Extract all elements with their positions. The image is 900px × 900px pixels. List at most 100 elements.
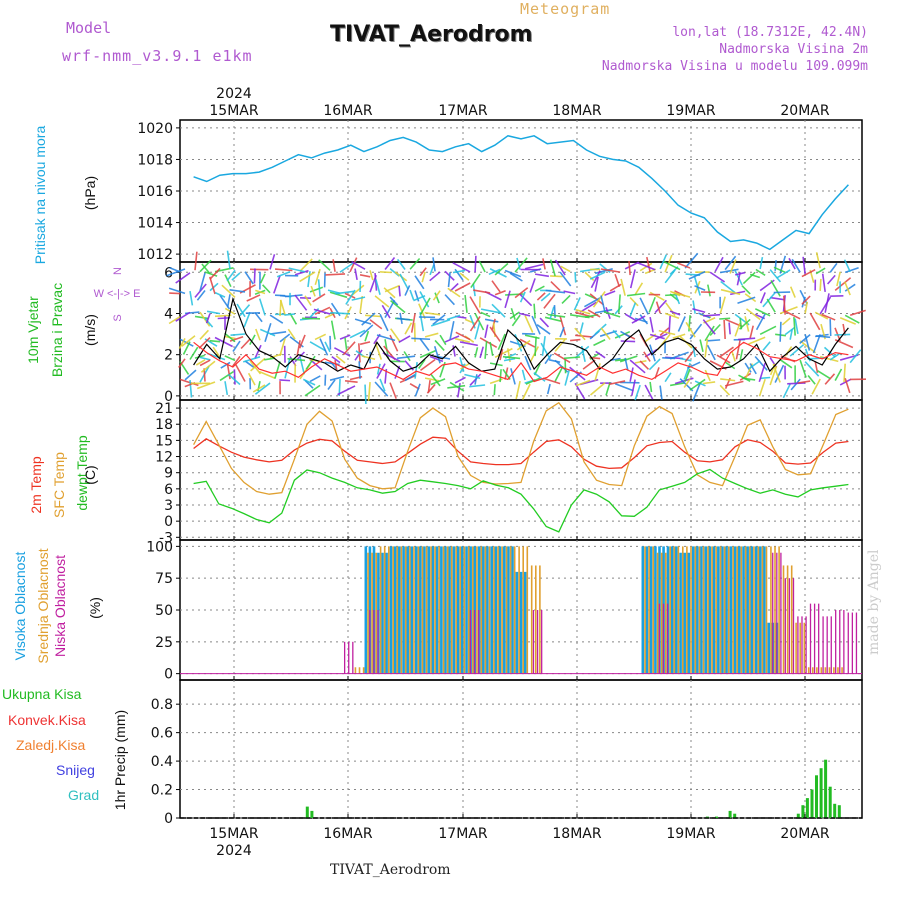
wind-arrow — [279, 299, 286, 315]
wind-arrow — [454, 282, 471, 292]
wind-arrow — [692, 300, 696, 314]
wind-arrow — [789, 329, 793, 340]
wind-arrow — [494, 289, 506, 296]
wind-arrow — [419, 267, 427, 277]
wind-arrow — [821, 313, 836, 321]
wind-arrow — [704, 369, 711, 382]
wind-arrow — [446, 314, 461, 321]
wind-arrow — [724, 255, 737, 271]
wind-arrow — [479, 337, 498, 348]
wind-arrow — [339, 334, 351, 340]
panel-frame — [179, 399, 863, 541]
wind-arrow — [359, 274, 371, 278]
wind-arrow — [663, 260, 681, 271]
wind-arrow — [518, 312, 531, 317]
wind-arrow — [209, 276, 216, 295]
wind-arrow — [279, 379, 291, 382]
wind-arrow — [389, 334, 399, 352]
wind-arrow — [807, 374, 816, 385]
wind-arrow — [335, 355, 346, 364]
wind-arrow — [419, 338, 430, 352]
wind-arrow — [836, 271, 841, 287]
wind-arrow — [759, 292, 766, 304]
temp-sfc-line — [193, 401, 849, 495]
y-tick-label: 0 — [164, 514, 173, 530]
wind-arrow — [444, 335, 460, 343]
wind-arrow — [473, 289, 491, 294]
wind-arrow — [758, 362, 766, 383]
wind-arrow — [359, 341, 371, 346]
y-tick-label: 9 — [164, 466, 173, 482]
wind-arrow — [447, 287, 461, 298]
footer-station: TIVAT_Aerodrom — [330, 862, 451, 878]
wind-arrow — [168, 287, 186, 295]
wind-arrow — [575, 308, 591, 315]
wind-arrow — [570, 338, 581, 342]
wind-arrow — [510, 368, 516, 385]
wind-arrow — [474, 312, 485, 331]
wind-arrow — [672, 333, 686, 339]
wind-arrow — [389, 382, 397, 399]
wind-arrow — [719, 317, 731, 320]
wind-arrows — [166, 250, 867, 405]
x-top-year: 2024 — [216, 86, 252, 102]
wind-arrow — [181, 335, 196, 347]
wind-arrow — [603, 311, 621, 318]
wind-arrow — [809, 312, 821, 331]
wind-arrow — [589, 382, 606, 396]
wind-arrow — [409, 289, 415, 301]
wind-arrow — [754, 355, 768, 371]
wind-arrow — [454, 337, 471, 343]
wind-arrow — [589, 271, 606, 280]
wind-arrow — [279, 338, 286, 357]
wind-arrow — [232, 340, 241, 352]
wind-arrow — [444, 294, 455, 306]
wind-arrow — [534, 336, 537, 357]
wind-arrow — [624, 261, 640, 270]
y-tick-label: 100 — [146, 539, 173, 555]
wind-arrow — [545, 289, 566, 294]
y-tick-label: 0.6 — [151, 726, 173, 742]
wind-arrow — [390, 299, 406, 314]
wind-arrow — [304, 384, 321, 397]
wind-arrow — [544, 353, 553, 365]
wind-arrow — [554, 259, 566, 276]
wind-arrow — [236, 303, 246, 318]
wind-arrow — [220, 361, 231, 369]
wind-arrow — [774, 364, 785, 383]
wind-arrow — [758, 378, 766, 397]
wind-arrow — [409, 257, 421, 270]
wind-arrow — [312, 293, 326, 303]
wind-arrow — [493, 384, 496, 396]
wind-arrow — [693, 276, 701, 296]
wind-arrow — [214, 314, 232, 318]
wind-arrow — [200, 360, 216, 373]
wind-arrow — [549, 259, 556, 277]
wind-arrow — [464, 294, 468, 313]
wind-arrow — [749, 325, 754, 339]
wind-arrow — [542, 377, 561, 385]
wind-arrow — [296, 340, 301, 357]
wind-speed-line — [193, 296, 849, 373]
wind-arrow — [844, 314, 860, 324]
wind-arrow — [799, 289, 808, 305]
elevation-label: Nadmorska Visina 2m — [719, 42, 868, 57]
wind-arrow — [549, 306, 555, 320]
wind-arrow — [491, 303, 506, 318]
wind-arrow — [244, 271, 254, 285]
wind-arrow — [699, 339, 704, 352]
wind-arrow — [454, 268, 464, 281]
wind-arrow — [494, 262, 509, 276]
wind-arrow — [790, 378, 801, 391]
y-tick-label: 0 — [164, 811, 173, 827]
wind-arrow — [554, 365, 564, 382]
precip-legend-graupel: Grad — [68, 787, 100, 803]
y-tick-label: 1020 — [137, 121, 173, 137]
wind-arrow — [334, 347, 351, 357]
wind-arrow — [175, 272, 191, 284]
wind-arrow — [594, 276, 599, 292]
wind-arrow — [679, 357, 692, 362]
wind-arrow — [639, 262, 653, 272]
wind-arrow — [433, 345, 441, 364]
precip-bar — [733, 813, 737, 818]
